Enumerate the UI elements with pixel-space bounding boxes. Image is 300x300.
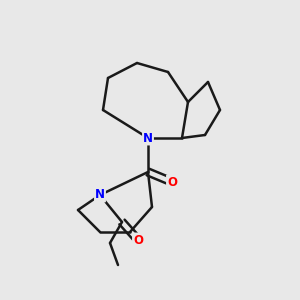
Text: N: N [95, 188, 105, 202]
Text: O: O [167, 176, 177, 188]
Text: N: N [143, 131, 153, 145]
Text: O: O [133, 233, 143, 247]
